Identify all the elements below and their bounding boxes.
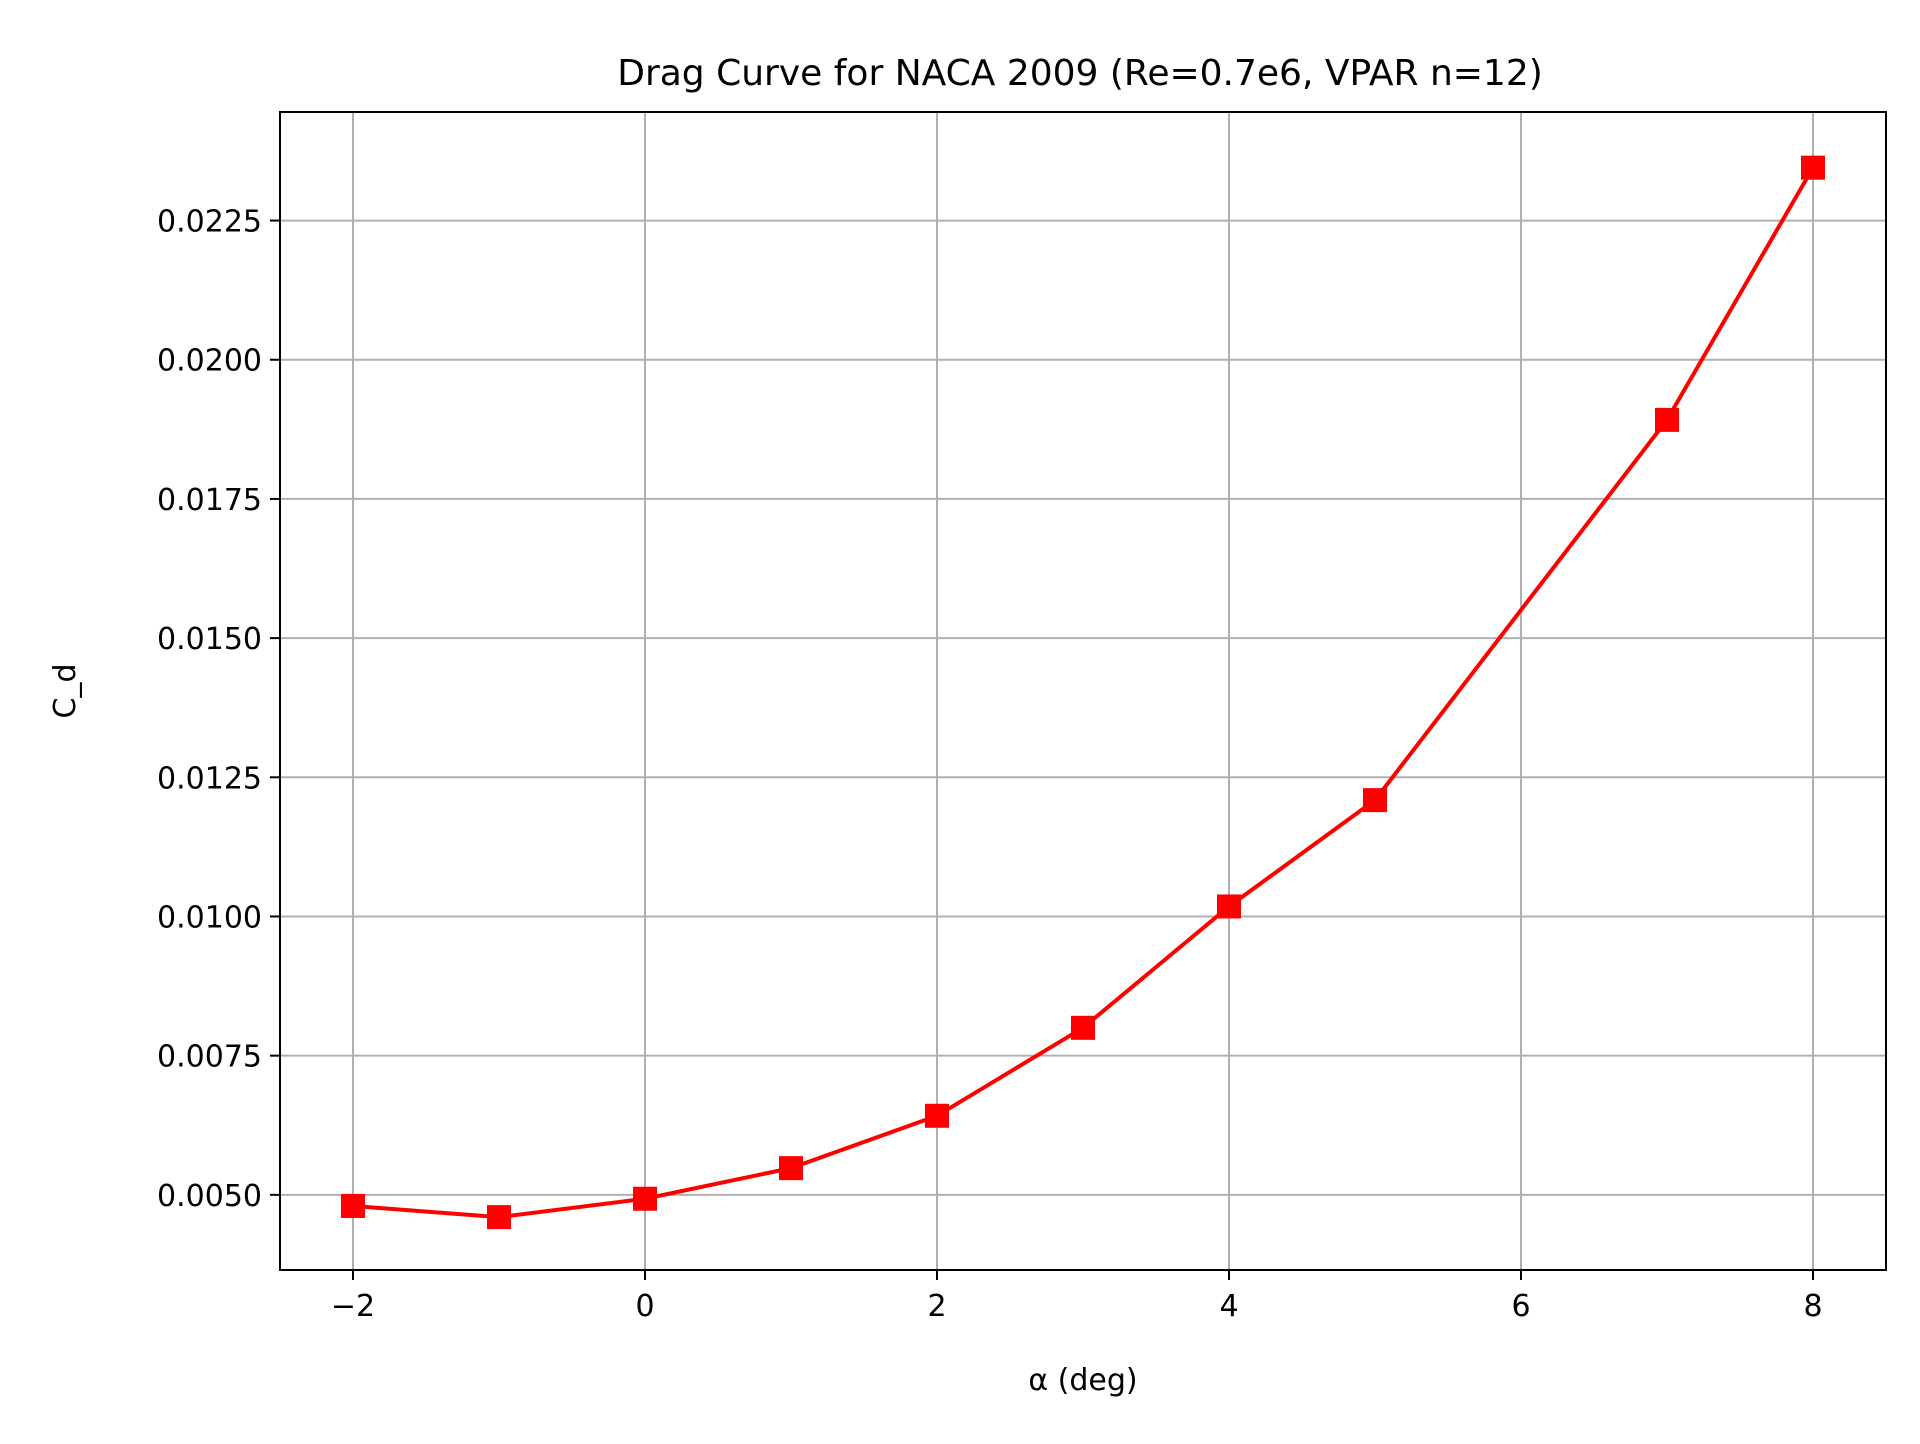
x-tick-label: 4 bbox=[1219, 1289, 1238, 1324]
y-tick-label: 0.0175 bbox=[157, 483, 262, 518]
x-tick-label: 2 bbox=[927, 1289, 946, 1324]
y-axis-label: C_d bbox=[48, 664, 83, 719]
series-line bbox=[352, 166, 1815, 1220]
y-tick-label: 0.0125 bbox=[157, 761, 262, 796]
x-tick-label: 8 bbox=[1803, 1289, 1822, 1324]
data-point-marker bbox=[1071, 1015, 1095, 1040]
y-tick-label: 0.0200 bbox=[157, 344, 262, 379]
chart-title: Drag Curve for NACA 2009 (Re=0.7e6, VPAR… bbox=[617, 53, 1543, 94]
data-point-marker bbox=[487, 1205, 511, 1230]
data-point-marker bbox=[1217, 894, 1241, 919]
y-tick-label: 0.0150 bbox=[157, 622, 262, 657]
y-axis: 0.0050 0.0075 0.0100 0.0125 0.0150 0.0175 0.02… bbox=[157, 205, 280, 1214]
y-tick-label: 0.0100 bbox=[157, 900, 262, 935]
y-tick-label: 0.0075 bbox=[157, 1040, 262, 1075]
plot-frame bbox=[279, 111, 1887, 1271]
data-point-marker bbox=[779, 1156, 803, 1181]
x-tick-label: 0 bbox=[635, 1289, 654, 1324]
data-point-marker bbox=[1655, 407, 1679, 432]
data-point-marker bbox=[925, 1103, 949, 1128]
series-layer bbox=[341, 155, 1825, 1230]
data-point-marker bbox=[633, 1186, 657, 1211]
x-axis-label: α (deg) bbox=[1028, 1363, 1137, 1398]
x-axis: −2 0 2 4 6 8 bbox=[331, 1270, 1823, 1324]
data-point-marker bbox=[1363, 788, 1387, 813]
data-point-marker bbox=[341, 1193, 365, 1218]
x-tick-label: 6 bbox=[1511, 1289, 1530, 1324]
grid bbox=[280, 112, 1886, 1270]
x-tick-label: −2 bbox=[331, 1289, 375, 1324]
y-tick-label: 0.0050 bbox=[157, 1179, 262, 1214]
y-tick-label: 0.0225 bbox=[157, 205, 262, 240]
data-point-marker bbox=[1801, 155, 1825, 180]
